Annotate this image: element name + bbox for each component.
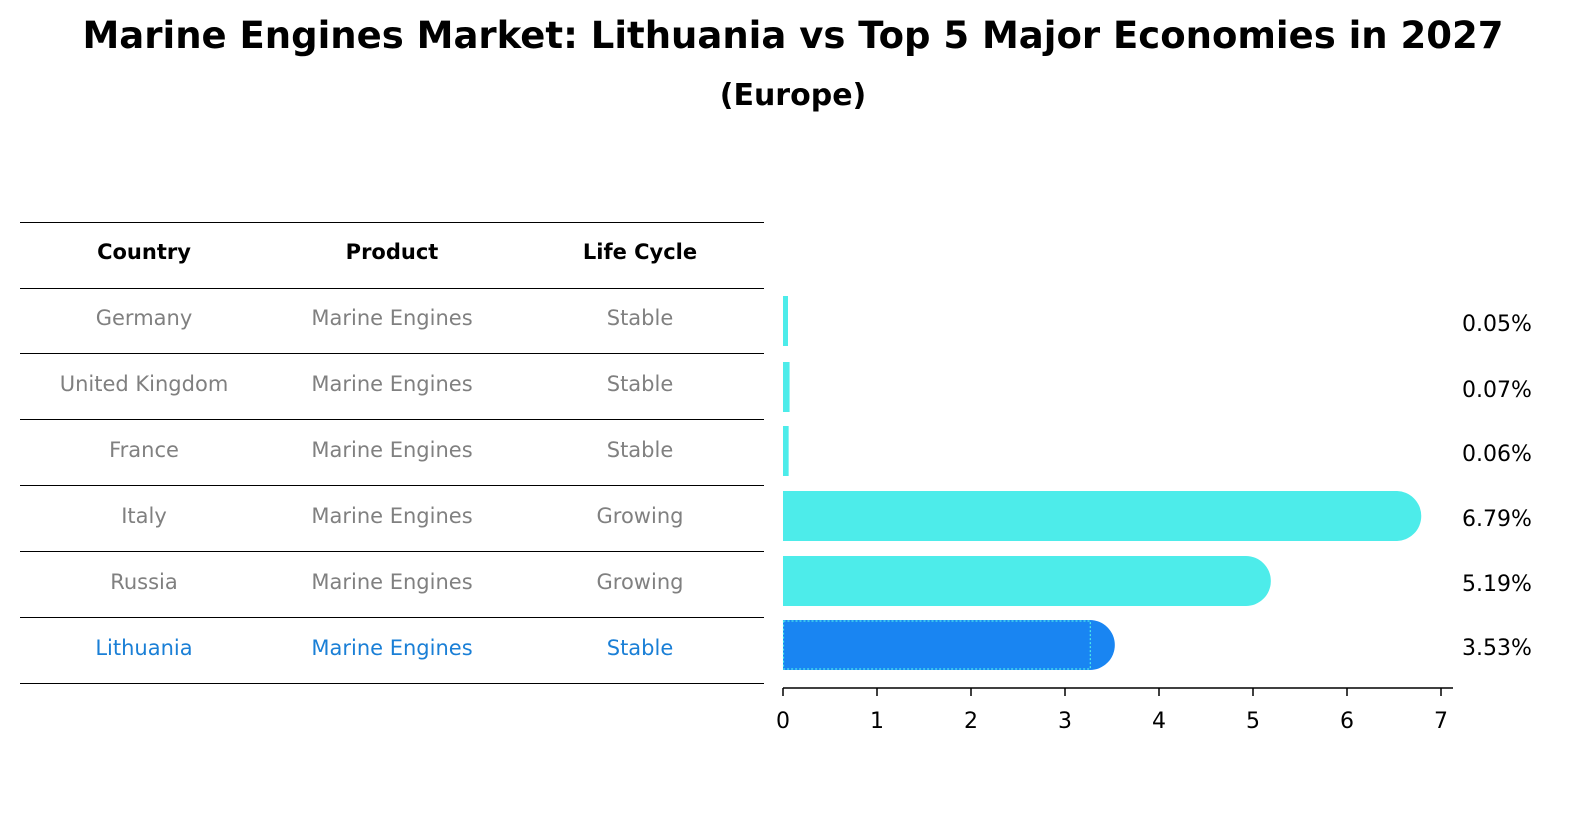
chart-subtitle: (Europe) [719, 78, 867, 113]
x-tick-label: 0 [776, 709, 790, 734]
x-tick-label: 4 [1152, 709, 1166, 734]
x-tick-label: 1 [870, 709, 884, 734]
header-country: Country [97, 240, 191, 264]
bar-russia [783, 556, 1271, 606]
table-rule [20, 222, 764, 223]
cell-country: Italy [121, 504, 167, 528]
value-label: 6.79% [1462, 507, 1532, 532]
chart-title: Marine Engines Market: Lithuania vs Top … [82, 14, 1504, 57]
cell-product: Marine Engines [311, 306, 473, 330]
x-tick-label: 5 [1246, 709, 1260, 734]
value-label: 3.53% [1462, 636, 1532, 661]
bar-france [783, 426, 789, 476]
cell-product-highlight: Marine Engines [311, 636, 473, 660]
table-rule [20, 353, 764, 354]
x-tick-label: 2 [964, 709, 978, 734]
cell-product: Marine Engines [311, 372, 473, 396]
bar-italy [783, 491, 1422, 541]
value-label: 0.05% [1462, 312, 1532, 337]
x-tick-label: 7 [1434, 709, 1448, 734]
table-rule [20, 551, 764, 552]
header-life-cycle: Life Cycle [582, 240, 698, 264]
bar-germany [783, 296, 788, 346]
cell-country: United Kingdom [59, 372, 229, 396]
value-label: 0.06% [1462, 442, 1532, 467]
cell-country: France [109, 438, 179, 462]
bar-lithuania [783, 620, 1115, 670]
table-rule [20, 617, 764, 618]
table-rule [20, 485, 764, 486]
value-label: 0.07% [1462, 378, 1532, 403]
x-tick-label: 3 [1058, 709, 1072, 734]
table-rule [20, 288, 764, 289]
x-tick-label: 6 [1340, 709, 1354, 734]
table-rule [20, 683, 764, 684]
cell-life-cycle: Growing [596, 504, 684, 528]
cell-product: Marine Engines [311, 438, 473, 462]
header-product: Product [345, 240, 439, 264]
bar-united-kingdom [783, 362, 790, 412]
highlight-bar-outline [782, 620, 1091, 670]
cell-country: Russia [110, 570, 178, 594]
cell-life-cycle: Stable [606, 372, 674, 396]
cell-product: Marine Engines [311, 570, 473, 594]
cell-country: Germany [95, 306, 193, 330]
cell-life-cycle-highlight: Stable [606, 636, 674, 660]
value-label: 5.19% [1462, 572, 1532, 597]
cell-life-cycle: Growing [596, 570, 684, 594]
cell-product: Marine Engines [311, 504, 473, 528]
cell-life-cycle: Stable [606, 438, 674, 462]
table-rule [20, 419, 764, 420]
cell-life-cycle: Stable [606, 306, 674, 330]
cell-country-highlight: Lithuania [95, 636, 193, 660]
